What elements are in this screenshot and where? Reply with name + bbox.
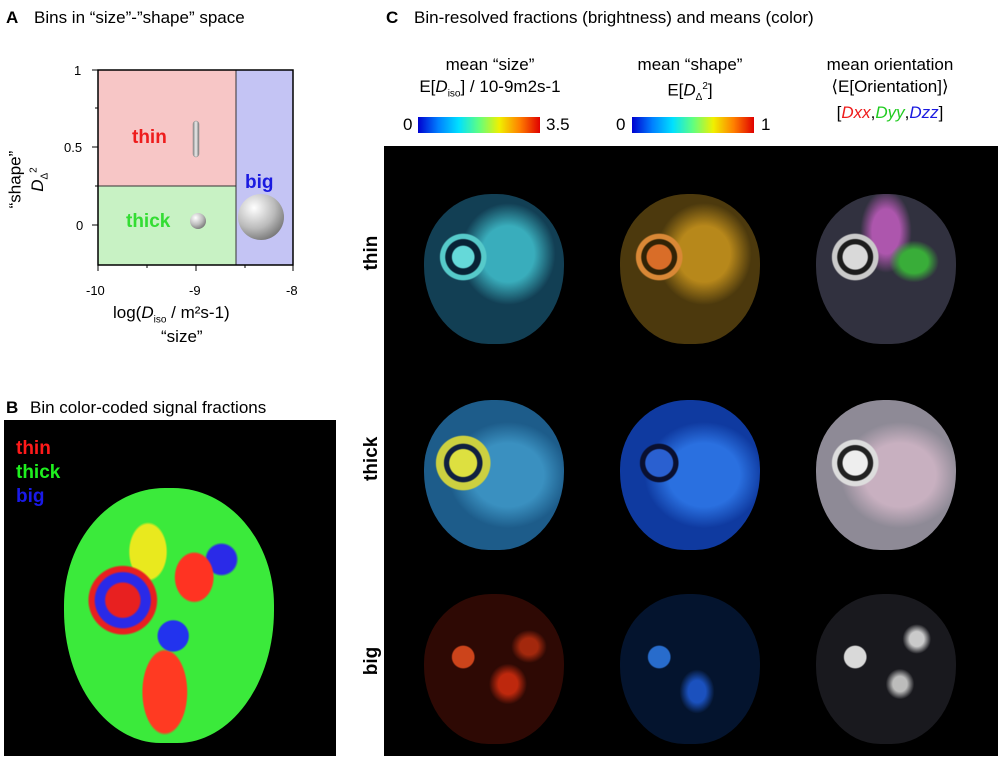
col1-line2: E[Diso] / 10-9m2s-1 bbox=[419, 77, 561, 100]
thick-sphere-glyph bbox=[190, 213, 206, 229]
row-label-thin: thin bbox=[361, 235, 382, 271]
thin-bin-label: thin bbox=[132, 127, 167, 148]
col2-header: mean “shape” E[DΔ2] bbox=[600, 54, 780, 109]
thin-rod-glyph bbox=[192, 120, 200, 158]
panel-b-image: thin thick big bbox=[4, 420, 336, 756]
y-axis-sup: 2 bbox=[28, 167, 40, 173]
x-axis-label-bottom: “size” bbox=[161, 327, 203, 346]
y-axis-label: “shape” DΔ2 bbox=[5, 135, 55, 225]
panel-c-letter: C bbox=[386, 8, 399, 27]
panel-a-letter: A bbox=[6, 8, 19, 27]
col1-colorbar-min: 0 bbox=[403, 115, 413, 134]
col3-line2: ⟨E[Orientation]⟩ bbox=[831, 77, 949, 96]
panel-c-image-grid bbox=[384, 146, 998, 756]
legend-thin: thin bbox=[16, 438, 51, 459]
col2-line2: E[DΔ2] bbox=[667, 80, 713, 104]
x-label-pre: log( bbox=[113, 303, 142, 322]
y-axis-D: D bbox=[28, 179, 48, 192]
x-label-D: D bbox=[141, 303, 154, 322]
thick-shape-map bbox=[620, 400, 760, 550]
thick-size-map bbox=[424, 400, 564, 550]
x-label-sub: iso bbox=[153, 314, 167, 326]
y-tick-0: 0 bbox=[76, 218, 84, 233]
col3-line3: [Dxx,Dyy,Dzz] bbox=[836, 103, 944, 122]
col1-line1: mean “size” bbox=[445, 55, 535, 74]
col1-header: mean “size” E[Diso] / 10-9m2s-1 bbox=[390, 54, 590, 105]
legend-big: big bbox=[16, 486, 45, 507]
y-axis-sub: Δ bbox=[39, 172, 51, 180]
y-axis-label-top: “shape” bbox=[5, 150, 25, 209]
panel-b-title: Bin color-coded signal fractions bbox=[30, 398, 267, 417]
row-label-big: big bbox=[361, 646, 382, 676]
col1-colorbar-max: 3.5 bbox=[546, 115, 570, 134]
y-tick-0.5: 0.5 bbox=[64, 140, 83, 155]
big-sphere-glyph bbox=[238, 194, 284, 240]
y-axis-label-symbol: DΔ2 bbox=[24, 135, 55, 225]
panel-b-letter: B bbox=[6, 398, 19, 417]
big-orientation-map bbox=[816, 594, 956, 744]
legend-thick: thick bbox=[16, 462, 61, 483]
thin-shape-map bbox=[620, 194, 760, 344]
x-axis-label: log(Diso / m²s-1) bbox=[113, 303, 230, 325]
panel-a-title: Bins in “size”-”shape” space bbox=[34, 8, 245, 27]
col3-header: mean orientation ⟨E[Orientation]⟩ [Dxx,D… bbox=[800, 54, 980, 124]
brain-fraction-map bbox=[64, 488, 274, 743]
thin-size-map bbox=[424, 194, 564, 344]
big-shape-map bbox=[620, 594, 760, 744]
bins-diagram bbox=[92, 69, 294, 271]
col1-colorbar bbox=[418, 117, 540, 133]
x-tick-neg10: -10 bbox=[86, 283, 105, 298]
col2-colorbar-max: 1 bbox=[761, 115, 771, 134]
row-label-thick: thick bbox=[361, 436, 382, 481]
panel-c-title: Bin-resolved fractions (brightness) and … bbox=[414, 8, 814, 27]
x-tick-neg9: -9 bbox=[189, 283, 201, 298]
thick-orientation-map bbox=[816, 400, 956, 550]
thick-bin-label: thick bbox=[126, 211, 171, 232]
col2-colorbar bbox=[632, 117, 754, 133]
big-bin-label: big bbox=[245, 172, 274, 193]
big-size-map bbox=[424, 594, 564, 744]
col2-colorbar-min: 0 bbox=[616, 115, 626, 134]
thin-region bbox=[97, 69, 237, 187]
thin-orientation-map bbox=[816, 194, 956, 344]
col2-line1: mean “shape” bbox=[637, 55, 743, 74]
x-tick-neg8: -8 bbox=[286, 283, 298, 298]
col3-line1: mean orientation bbox=[826, 55, 954, 74]
y-tick-1: 1 bbox=[74, 63, 82, 78]
x-label-post: / m²s-1) bbox=[166, 303, 230, 322]
